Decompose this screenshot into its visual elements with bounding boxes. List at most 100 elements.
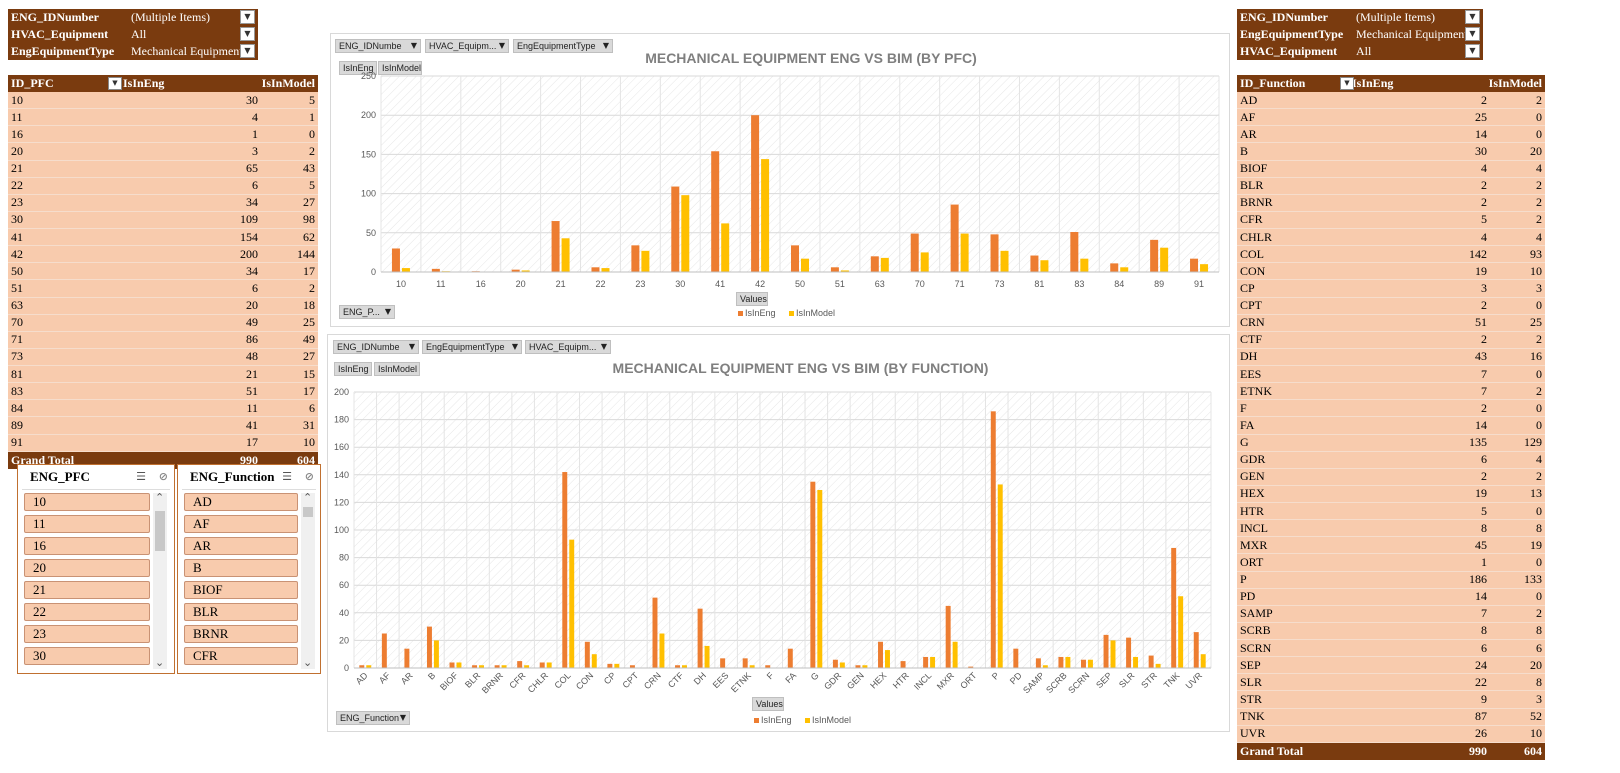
bar-isineng-89[interactable] [1150,239,1159,272]
slicer-item[interactable]: BRNR [184,625,298,643]
bar-isinmodel-gdr[interactable] [839,662,845,668]
bar-isineng-cp[interactable] [607,663,613,668]
bar-isinmodel-42[interactable] [761,159,770,272]
bar-isinmodel-b[interactable] [433,640,439,668]
series-button-isinmodel[interactable]: IsInModel [378,61,422,75]
bar-isineng-81[interactable] [1030,255,1039,272]
bar-isineng-83[interactable] [1070,232,1079,272]
bar-isinmodel-71[interactable] [960,233,969,272]
bar-isineng-con[interactable] [584,641,590,668]
bar-isineng-af[interactable] [381,633,387,669]
bar-isineng-gen[interactable] [855,665,861,668]
values-button[interactable]: Values [736,292,768,306]
bar-isinmodel-slr[interactable] [1133,656,1139,668]
dropdown-icon[interactable]: ▼ [240,27,255,41]
series-button-isineng[interactable]: IsInEng [339,61,377,75]
slicer-item[interactable]: BIOF [184,581,298,599]
slicer-scrollbar[interactable]: ⌃ ⌄ [301,491,315,669]
bar-isineng-11[interactable] [431,268,440,272]
bar-isinmodel-p[interactable] [997,484,1003,668]
bar-isinmodel-g[interactable] [817,489,823,668]
bar-isineng-73[interactable] [990,234,999,272]
bar-isinmodel-str[interactable] [1155,663,1161,668]
scroll-down-icon[interactable]: ⌄ [303,656,313,669]
scroll-down-icon[interactable]: ⌄ [155,656,165,669]
slicer-item[interactable]: AR [184,537,298,555]
bar-isineng-crn[interactable] [652,597,658,668]
bar-isineng-ort[interactable] [968,666,974,668]
bar-isinmodel-70[interactable] [920,252,929,272]
bar-isinmodel-23[interactable] [641,250,650,272]
bar-isineng-scrb[interactable] [1058,656,1064,668]
bar-isineng-uvr[interactable] [1193,632,1199,668]
bar-isinmodel-91[interactable] [1200,264,1209,272]
bar-isineng-41[interactable] [711,151,720,272]
bar-isinmodel-21[interactable] [561,238,570,272]
chart-filter-eng-idnumber[interactable]: ENG_IDNumbe ▼ [335,39,421,53]
scroll-thumb[interactable] [155,511,165,551]
bar-isinmodel-22[interactable] [601,268,610,272]
bar-isinmodel-biof[interactable] [456,662,462,668]
axis-field-button-eng-pfc[interactable]: ENG_P... ▼ [339,305,395,319]
bar-isinmodel-dh[interactable] [704,645,710,668]
bar-isineng-70[interactable] [910,233,919,272]
bar-isinmodel-20[interactable] [521,270,530,272]
bar-isinmodel-col[interactable] [569,539,575,668]
bar-isineng-63[interactable] [870,256,879,272]
axis-field-button-eng-function[interactable]: ENG_Function ▼ [336,711,410,725]
bar-isineng-cfr[interactable] [517,661,523,668]
bar-isinmodel-samp[interactable] [1042,665,1048,668]
bar-isinmodel-chlr[interactable] [546,662,552,668]
bar-isinmodel-mxr[interactable] [952,641,958,668]
filter-icon[interactable]: ▼ [1465,10,1480,24]
slicer-item[interactable]: 30 [24,647,150,665]
bar-isinmodel-81[interactable] [1040,260,1049,272]
bar-isineng-col[interactable] [562,472,568,668]
bar-isineng-ad[interactable] [359,665,365,668]
bar-isineng-scrn[interactable] [1080,659,1086,668]
filter-dropdown-icon[interactable]: ▼ [1340,77,1354,90]
bar-isinmodel-brnr[interactable] [501,665,507,668]
series-button-isinmodel[interactable]: IsInModel [374,362,420,376]
chart-filter-eng-idnumber[interactable]: ENG_IDNumbe ▼ [333,340,419,354]
filter-icon[interactable]: ▼ [240,10,255,24]
bar-isineng-ees[interactable] [720,658,726,668]
bar-isineng-incl[interactable] [923,656,929,668]
bar-isineng-p[interactable] [990,411,996,668]
bar-isineng-tnk[interactable] [1171,547,1177,668]
bar-isinmodel-hex[interactable] [884,650,890,668]
bar-isinmodel-50[interactable] [801,258,809,272]
bar-isineng-mxr[interactable] [945,605,951,668]
bar-isinmodel-63[interactable] [880,257,889,272]
slicer-scrollbar[interactable]: ⌃ ⌄ [153,491,167,669]
scroll-thumb[interactable] [303,507,313,517]
chart-filter-eng-equipment-type[interactable]: EngEquipmentType ▼ [513,39,613,53]
bar-isineng-dh[interactable] [697,608,703,668]
bar-isineng-50[interactable] [791,245,799,272]
bar-isineng-biof[interactable] [449,662,455,668]
bar-isineng-cpt[interactable] [629,665,635,668]
series-button-isineng[interactable]: IsInEng [334,362,372,376]
bar-isinmodel-89[interactable] [1160,247,1169,272]
bar-isineng-etnk[interactable] [742,658,748,668]
multi-select-icon[interactable]: ☰ [136,470,146,483]
bar-isineng-20[interactable] [511,269,520,272]
bar-isineng-sep[interactable] [1103,634,1109,668]
values-button[interactable]: Values [752,697,784,711]
filter-icon[interactable]: ▼ [1465,27,1480,41]
slicer-item[interactable]: 10 [24,493,150,511]
bar-isineng-21[interactable] [551,221,560,272]
bar-isineng-str[interactable] [1148,655,1154,668]
bar-isineng-b[interactable] [426,626,432,668]
bar-isineng-ar[interactable] [404,648,410,668]
clear-filter-icon[interactable]: ⊘ [158,470,168,483]
bar-isineng-51[interactable] [830,267,839,272]
bar-isineng-42[interactable] [751,115,760,272]
chart-filter-eng-equipment-type[interactable]: EngEquipmentType ▼ [422,340,522,354]
bar-isineng-blr[interactable] [472,665,478,668]
slicer-item[interactable]: 20 [24,559,150,577]
bar-isineng-84[interactable] [1110,263,1119,272]
filter-icon[interactable]: ▼ [240,44,255,58]
bar-isinmodel-gen[interactable] [862,665,868,668]
bar-isineng-23[interactable] [631,245,640,272]
